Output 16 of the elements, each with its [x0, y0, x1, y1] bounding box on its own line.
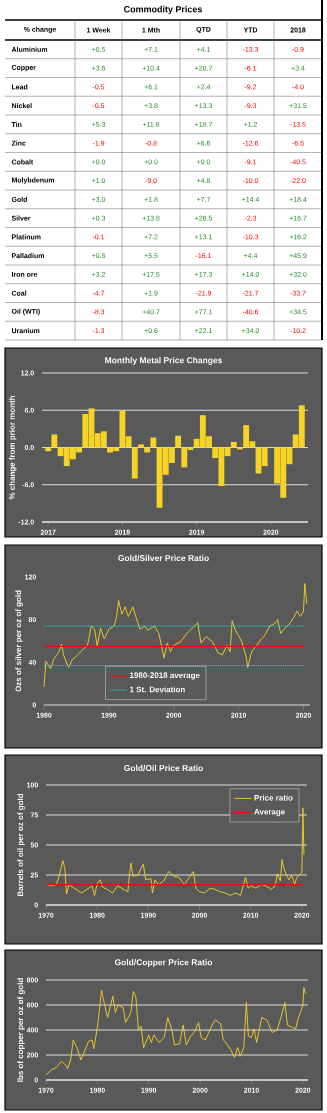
line-series	[45, 987, 306, 1076]
chart-title: Gold/Oil Price Ratio	[124, 764, 203, 772]
chart-title: Monthly Metal Price Changes	[105, 357, 222, 365]
bar	[150, 437, 157, 448]
line-series	[45, 807, 305, 896]
text: Commodity Prices	[124, 5, 202, 15]
bar	[51, 434, 58, 448]
line-series	[43, 582, 308, 688]
chart-title: Gold/Silver Price Ratio	[118, 554, 209, 562]
chart-title: Gold/Copper Price Ratio	[114, 959, 213, 967]
bar	[131, 447, 138, 479]
bar	[230, 441, 237, 448]
bar	[138, 444, 144, 448]
bar	[45, 447, 52, 452]
bar	[144, 447, 151, 453]
bar	[175, 435, 182, 448]
